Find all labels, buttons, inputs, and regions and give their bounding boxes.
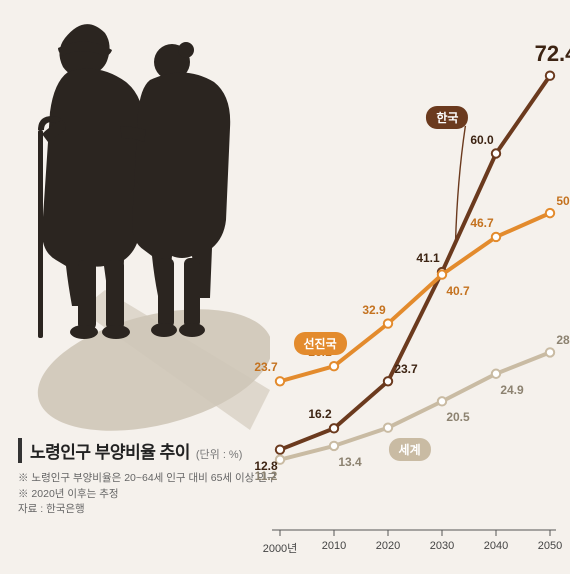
chart-unit: (단위 : %) xyxy=(196,446,243,462)
series-badge-developed: 선진국 xyxy=(294,332,347,355)
note-line: 노령인구 부양비율은 20~64세 인구 대비 65세 이상 인구 xyxy=(18,471,278,487)
value-label: 41.1 xyxy=(416,251,439,265)
value-label: 16.2 xyxy=(308,407,331,421)
x-tick-label: 2050 xyxy=(538,540,562,552)
series-badge-world: 세계 xyxy=(389,438,431,461)
caption-block: 노령인구 부양비율 추이 (단위 : %) 노령인구 부양비율은 20~64세 … xyxy=(18,438,278,518)
x-tick-label: 2030 xyxy=(430,540,454,552)
chart-title: 노령인구 부양비율 추이 xyxy=(30,438,190,463)
infographic-root: 노령인구 부양비율 추이 (단위 : %) 노령인구 부양비율은 20~64세 … xyxy=(0,0,570,574)
value-label: 40.7 xyxy=(446,284,469,298)
x-tick-label: 2020 xyxy=(376,540,400,552)
value-label: 23.7 xyxy=(254,360,277,374)
line-chart-svg xyxy=(250,10,560,564)
chart-area: 2000년2010202020302040205012.816.223.741.… xyxy=(250,10,560,564)
value-label: 23.7 xyxy=(394,362,417,376)
value-label: 50.5 xyxy=(556,194,570,208)
value-label: 32.9 xyxy=(362,303,385,317)
value-label: 11.2 xyxy=(255,469,278,483)
value-label: 60.0 xyxy=(470,133,493,147)
value-label: 46.7 xyxy=(470,216,493,230)
note-line: 2020년 이후는 추정 xyxy=(18,487,278,503)
series-badge-korea: 한국 xyxy=(426,106,468,129)
value-label: 13.4 xyxy=(338,455,361,469)
x-tick-label: 2040 xyxy=(484,540,508,552)
elderly-couple-illustration xyxy=(10,10,270,440)
value-label: 20.5 xyxy=(446,410,469,424)
title-row: 노령인구 부양비율 추이 (단위 : %) xyxy=(18,438,278,463)
x-tick-label: 2000년 xyxy=(263,540,298,556)
value-label: 28.3 xyxy=(556,333,570,347)
chart-notes: 노령인구 부양비율은 20~64세 인구 대비 65세 이상 인구 2020년 … xyxy=(18,471,278,518)
value-label: 72.4 xyxy=(535,41,570,67)
x-tick-label: 2010 xyxy=(322,540,346,552)
source-line: 자료 : 한국은행 xyxy=(18,502,278,518)
value-label: 24.9 xyxy=(500,383,523,397)
